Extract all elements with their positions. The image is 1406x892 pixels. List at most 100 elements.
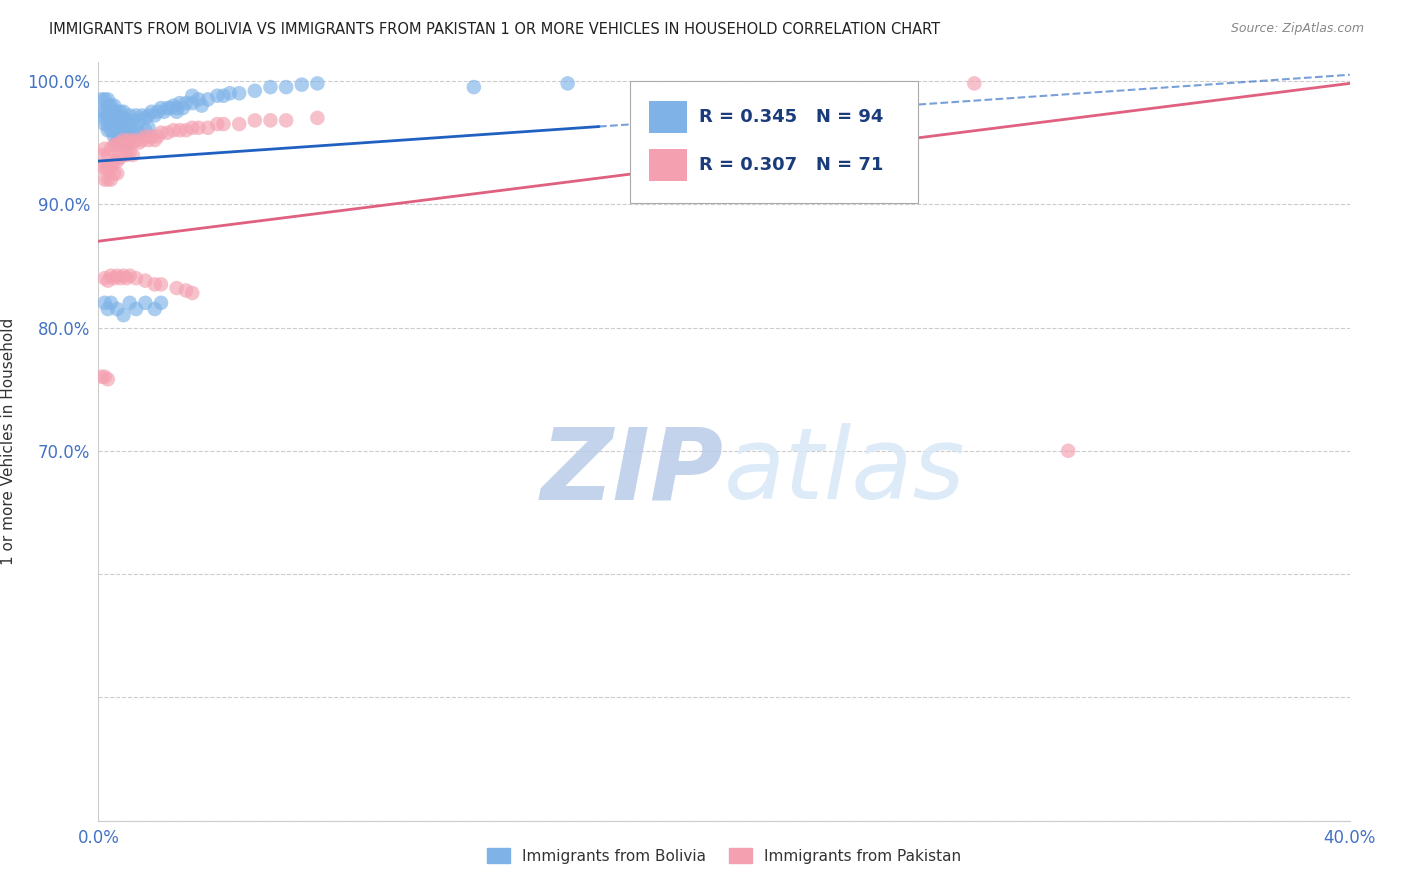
Bar (650, 149, 686, 181)
Point (118, 145, 141, 160)
Text: R = 0.345   N = 94: R = 0.345 N = 94 (699, 108, 883, 126)
Point (110, 111, 132, 125)
Point (307, 76, 329, 90)
Point (125, 120, 148, 135)
Point (90, 369, 112, 384)
Point (134, 274, 156, 288)
Y-axis label: 1 or more Vehicles in Household: 1 or more Vehicles in Household (1, 318, 15, 566)
Point (103, 104, 125, 119)
Point (212, 88, 235, 103)
Point (90, 92, 112, 106)
Point (100, 123, 122, 137)
Text: atlas: atlas (724, 424, 966, 520)
Point (187, 92, 209, 106)
Point (141, 104, 163, 119)
Point (131, 108, 153, 122)
Point (169, 96, 191, 111)
Point (187, 120, 209, 135)
Point (97, 372, 120, 386)
Point (105, 268, 128, 283)
Point (100, 111, 122, 125)
Point (134, 129, 156, 144)
Point (112, 104, 135, 119)
Text: ZIP: ZIP (541, 424, 724, 520)
Point (181, 285, 204, 300)
Point (138, 133, 160, 147)
Point (105, 301, 128, 316)
Point (169, 123, 191, 137)
Point (105, 129, 128, 144)
Point (97, 160, 120, 174)
Point (105, 136, 128, 150)
Point (118, 120, 141, 135)
Point (963, 76, 986, 90)
Point (110, 271, 132, 285)
Point (103, 166, 125, 180)
Point (115, 113, 138, 128)
Point (134, 111, 156, 125)
Point (100, 296, 122, 310)
Point (97, 98, 120, 112)
Point (115, 148, 138, 162)
Point (121, 136, 143, 150)
Text: Source: ZipAtlas.com: Source: ZipAtlas.com (1230, 22, 1364, 36)
Legend: Immigrants from Bolivia, Immigrants from Pakistan: Immigrants from Bolivia, Immigrants from… (481, 842, 967, 870)
Point (100, 142, 122, 156)
Point (103, 138, 125, 153)
Point (128, 136, 150, 150)
Point (105, 111, 128, 125)
Point (463, 80, 485, 95)
Point (307, 111, 329, 125)
Point (93, 111, 115, 125)
Point (105, 104, 128, 119)
Point (105, 117, 128, 131)
Point (97, 92, 120, 106)
Point (105, 166, 128, 180)
Point (93, 92, 115, 106)
Point (115, 126, 138, 140)
Point (162, 123, 184, 137)
Point (93, 104, 115, 119)
Point (274, 113, 298, 128)
Text: IMMIGRANTS FROM BOLIVIA VS IMMIGRANTS FROM PAKISTAN 1 OR MORE VEHICLES IN HOUSEH: IMMIGRANTS FROM BOLIVIA VS IMMIGRANTS FR… (49, 22, 941, 37)
Point (100, 98, 122, 112)
Point (105, 123, 128, 137)
Point (115, 136, 138, 150)
Point (112, 123, 135, 137)
Point (128, 126, 150, 140)
Point (100, 160, 122, 174)
Point (110, 136, 132, 150)
Point (150, 126, 173, 140)
Point (134, 296, 156, 310)
Point (274, 80, 298, 95)
Point (143, 277, 166, 292)
Point (197, 120, 219, 135)
Point (141, 129, 163, 144)
Point (103, 271, 125, 285)
Point (166, 281, 188, 295)
Point (118, 133, 141, 147)
Point (100, 117, 122, 131)
Point (172, 101, 194, 115)
Point (557, 76, 579, 90)
Point (110, 123, 132, 137)
Point (181, 88, 204, 103)
Point (181, 96, 204, 111)
Point (103, 111, 125, 125)
Point (146, 129, 169, 144)
Point (212, 117, 235, 131)
Point (159, 101, 181, 115)
Point (103, 98, 125, 112)
Point (97, 117, 120, 131)
Point (143, 133, 166, 147)
Point (166, 104, 188, 119)
Point (90, 148, 112, 162)
Point (125, 271, 148, 285)
Point (125, 108, 148, 122)
Point (105, 138, 128, 153)
Point (134, 123, 156, 137)
Point (97, 111, 120, 125)
Point (110, 117, 132, 131)
Point (121, 113, 143, 128)
Point (207, 117, 229, 131)
